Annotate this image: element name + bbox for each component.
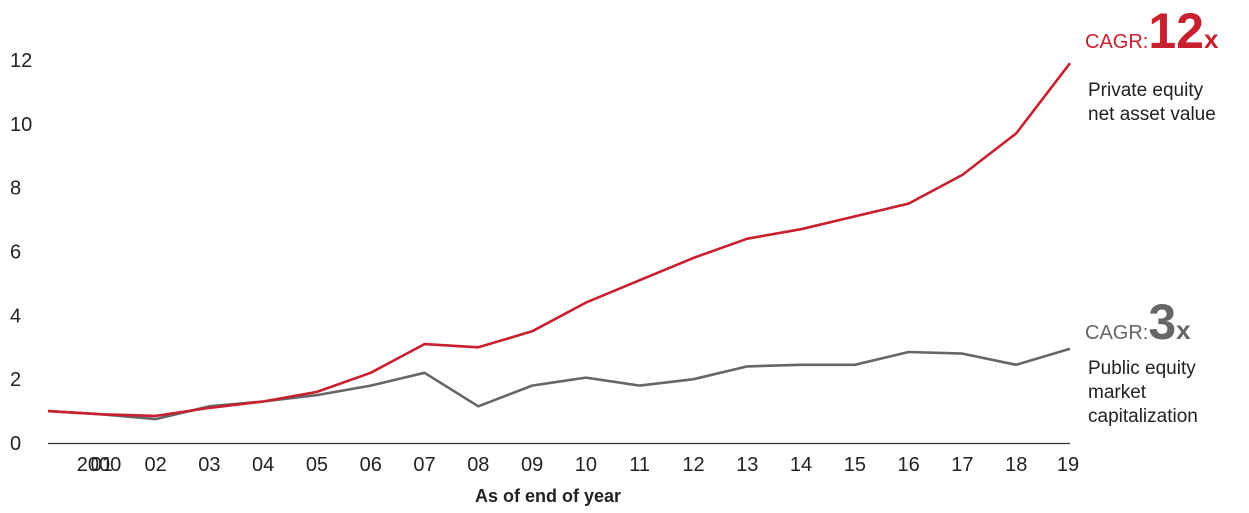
pe-label-line-1: Private equity [1088, 80, 1204, 101]
y-tick-label: 12 [10, 50, 32, 72]
x-tick-label: 13 [736, 454, 758, 476]
y-tick-label: 2 [10, 369, 21, 391]
public-label-line-3: capitalization [1088, 406, 1198, 427]
x-tick-label: 15 [844, 454, 866, 476]
pe-cagr-value: 12 [1148, 3, 1204, 59]
public-series-label: Public equity market capitalization [1088, 357, 1198, 429]
x-axis-title: As of end of year [475, 486, 621, 506]
public-equity-series-line [47, 347, 1071, 421]
public-cagr-annotation: CAGR:3x [1085, 297, 1191, 347]
y-tick-label: 10 [10, 114, 32, 136]
x-tick-label: 17 [951, 454, 973, 476]
series-lines [47, 62, 1072, 421]
x-tick-label: 18 [1005, 454, 1027, 476]
x-tick-label: 09 [521, 454, 543, 476]
x-tick-label: 19 [1057, 454, 1079, 476]
y-tick-label: 4 [10, 305, 21, 327]
y-tick-label: 0 [10, 433, 21, 455]
x-tick-label: 2000 [77, 454, 122, 476]
public-label-line-2: market [1088, 382, 1147, 403]
x-tick-label: 11 [629, 454, 650, 476]
x-tick-label: 04 [252, 454, 274, 476]
x-tick-label: 16 [898, 454, 920, 476]
public-label-line-1: Public equity [1088, 358, 1196, 379]
public-cagr-suffix: x [1176, 315, 1191, 345]
x-tick-label: 07 [413, 454, 435, 476]
x-tick-label: 06 [360, 454, 382, 476]
y-axis-ticks: 0 2 4 6 8 10 12 [10, 50, 32, 455]
y-tick-label: 6 [10, 242, 21, 264]
y-tick-label: 8 [10, 178, 21, 200]
public-cagr-prefix: CAGR: [1085, 322, 1149, 344]
public-cagr-value: 3 [1148, 294, 1177, 350]
x-tick-label: 05 [306, 454, 328, 476]
x-tick-label: 08 [467, 454, 489, 476]
pe-series-label: Private equity net asset value [1088, 79, 1216, 127]
pe-label-line-2: net asset value [1088, 104, 1216, 125]
x-tick-label: 01 [91, 454, 113, 476]
x-tick-label: 12 [682, 454, 704, 476]
x-tick-label: 03 [198, 454, 220, 476]
pe-cagr-prefix: CAGR: [1085, 31, 1149, 53]
private-equity-series-line [47, 62, 1072, 418]
pe-cagr-annotation: CAGR:12x [1085, 6, 1218, 56]
pe-cagr-suffix: x [1203, 24, 1219, 54]
x-tick-label: 02 [144, 454, 166, 476]
x-tick-label: 14 [790, 454, 812, 476]
x-tick-label: 10 [575, 454, 597, 476]
